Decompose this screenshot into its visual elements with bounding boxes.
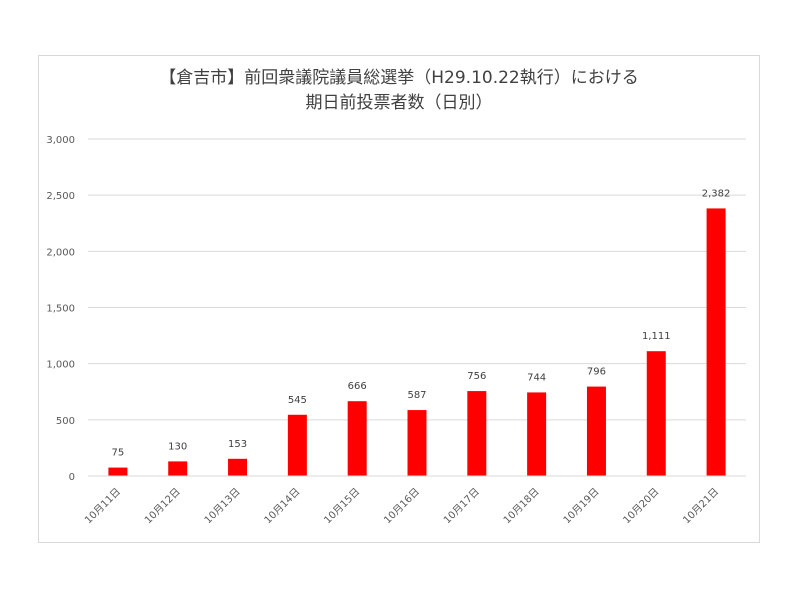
- x-tick-label: 10月17日: [441, 486, 482, 527]
- x-tick-label: 10月20日: [621, 486, 662, 527]
- data-label: 587: [407, 390, 426, 401]
- bar: [407, 410, 427, 476]
- x-tick-label: 10月14日: [262, 486, 303, 527]
- data-label: 796: [587, 367, 606, 378]
- data-label: 545: [288, 395, 307, 406]
- y-tick-label: 2,500: [46, 191, 75, 202]
- chart-title: 【倉吉市】前回衆議院議員総選挙（H29.10.22執行）における 期日前投票者数…: [38, 66, 760, 116]
- chart-title-line-2: 期日前投票者数（日別）: [305, 93, 493, 113]
- chart-title-line-1: 【倉吉市】前回衆議院議員総選挙（H29.10.22執行）における: [159, 68, 639, 88]
- data-label: 130: [168, 441, 187, 452]
- data-label: 2,382: [702, 188, 731, 199]
- bar: [527, 392, 547, 476]
- x-tick-label: 10月19日: [561, 486, 602, 527]
- bar: [108, 467, 128, 476]
- bar: [467, 391, 487, 476]
- data-label: 666: [348, 381, 367, 392]
- x-tick-label: 10月13日: [202, 486, 243, 527]
- data-label: 756: [467, 371, 486, 382]
- y-tick-label: 0: [69, 472, 75, 483]
- y-tick-label: 3,000: [46, 135, 75, 146]
- bar: [646, 351, 666, 476]
- y-tick-label: 2,000: [46, 247, 75, 258]
- x-tick-label: 10月15日: [322, 486, 363, 527]
- x-tick-label: 10月21日: [681, 486, 722, 527]
- bar: [586, 386, 606, 476]
- x-tick-label: 10月16日: [381, 486, 422, 527]
- x-tick-label: 10月12日: [142, 486, 183, 527]
- chart-area: [38, 55, 760, 543]
- y-tick-label: 1,000: [46, 360, 75, 371]
- bar: [287, 414, 307, 476]
- y-tick-label: 1,500: [46, 304, 75, 315]
- bar: [347, 401, 367, 476]
- data-label: 744: [527, 372, 546, 383]
- y-tick-label: 500: [56, 416, 75, 427]
- bar: [706, 208, 726, 476]
- data-label: 153: [228, 439, 247, 450]
- data-label: 75: [112, 448, 125, 459]
- data-label: 1,111: [642, 331, 671, 342]
- x-tick-label: 10月11日: [82, 486, 123, 527]
- x-tick-label: 10月18日: [501, 486, 542, 527]
- bar: [168, 461, 188, 476]
- bar: [228, 458, 248, 476]
